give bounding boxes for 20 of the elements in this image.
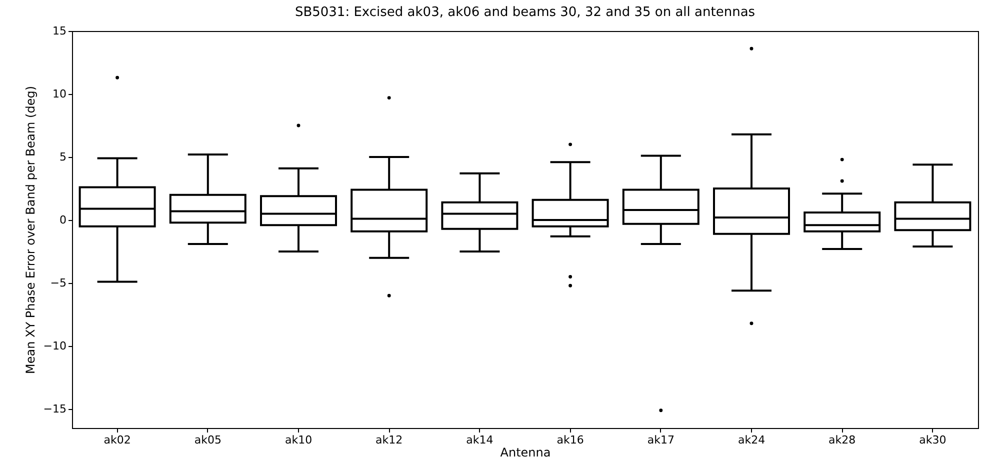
- x-tick-label: ak10: [284, 434, 312, 446]
- y-axis-title: Mean XY Phase Error over Band per Beam (deg): [23, 86, 38, 374]
- x-tick-label: ak05: [194, 434, 222, 446]
- x-tick-label: ak28: [828, 434, 856, 446]
- y-tick-label: 0: [60, 214, 66, 227]
- x-tick-label: ak12: [376, 434, 403, 446]
- y-tick-label: 15: [52, 24, 66, 38]
- x-tick-label: ak17: [647, 434, 674, 446]
- x-tick-label: ak14: [466, 434, 494, 446]
- x-tick-label: ak24: [738, 434, 766, 446]
- x-tick-label: ak30: [919, 434, 946, 446]
- x-tick-label: ak16: [556, 434, 584, 446]
- x-tick-label: ak02: [104, 434, 131, 446]
- y-tick-label: 10: [52, 88, 66, 101]
- y-tick-label: 5: [60, 150, 66, 164]
- y-tick-label: −15: [43, 402, 66, 416]
- y-tick-label: −5: [50, 276, 66, 290]
- x-axis-title: Antenna: [500, 446, 551, 460]
- chart-title: SB5031: Excised ak03, ak06 and beams 30, 32 and 35 on all antennas: [294, 5, 756, 20]
- y-tick-label: −10: [43, 340, 66, 353]
